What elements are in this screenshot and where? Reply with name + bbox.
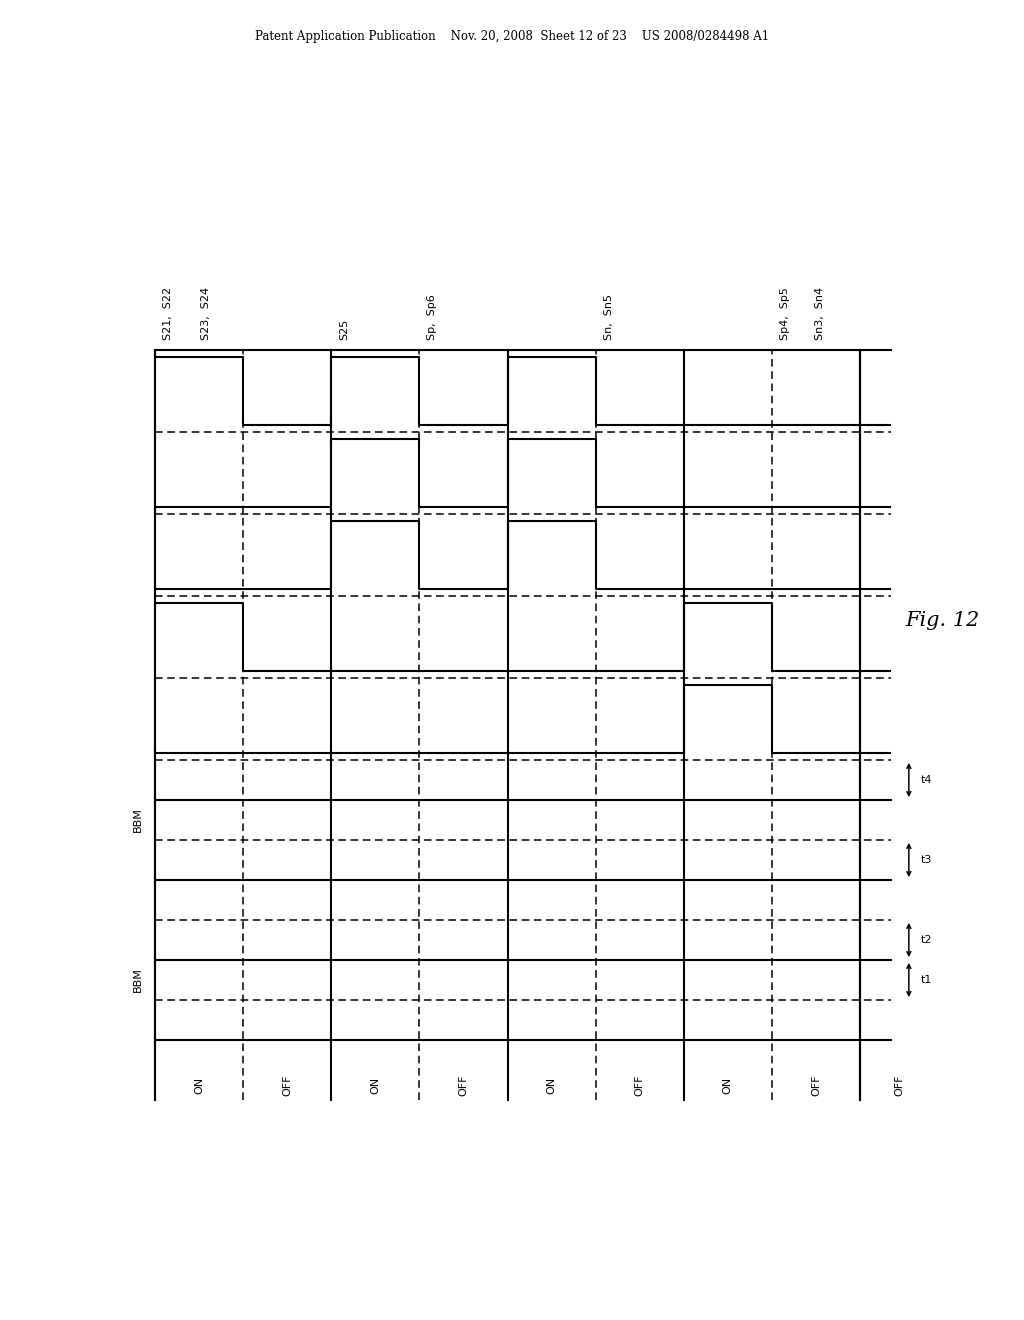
Text: OFF: OFF (811, 1074, 821, 1096)
Text: OFF: OFF (283, 1074, 292, 1096)
Text: Fig. 12: Fig. 12 (905, 610, 979, 630)
Text: ON: ON (547, 1076, 557, 1093)
Text: Sn,  Sn5: Sn, Sn5 (603, 294, 613, 341)
Text: S23,  S24: S23, S24 (201, 286, 211, 341)
Text: OFF: OFF (895, 1074, 904, 1096)
Text: ON: ON (195, 1076, 204, 1093)
Text: Sp,  Sp6: Sp, Sp6 (427, 294, 437, 341)
Text: S25: S25 (339, 318, 349, 341)
Text: BBM: BBM (133, 808, 143, 833)
Text: OFF: OFF (459, 1074, 468, 1096)
Text: OFF: OFF (635, 1074, 645, 1096)
Text: ON: ON (723, 1076, 733, 1093)
Text: ON: ON (371, 1076, 380, 1093)
Text: t3: t3 (921, 855, 932, 865)
Text: t2: t2 (921, 935, 932, 945)
Text: Sp4,  Sp5: Sp4, Sp5 (780, 288, 790, 341)
Text: t1: t1 (921, 975, 932, 985)
Text: Sn3,  Sn4: Sn3, Sn4 (815, 286, 825, 341)
Text: S21,  S22: S21, S22 (163, 286, 173, 341)
Text: t4: t4 (921, 775, 932, 785)
Text: Patent Application Publication    Nov. 20, 2008  Sheet 12 of 23    US 2008/02844: Patent Application Publication Nov. 20, … (255, 30, 769, 44)
Text: BBM: BBM (133, 968, 143, 993)
